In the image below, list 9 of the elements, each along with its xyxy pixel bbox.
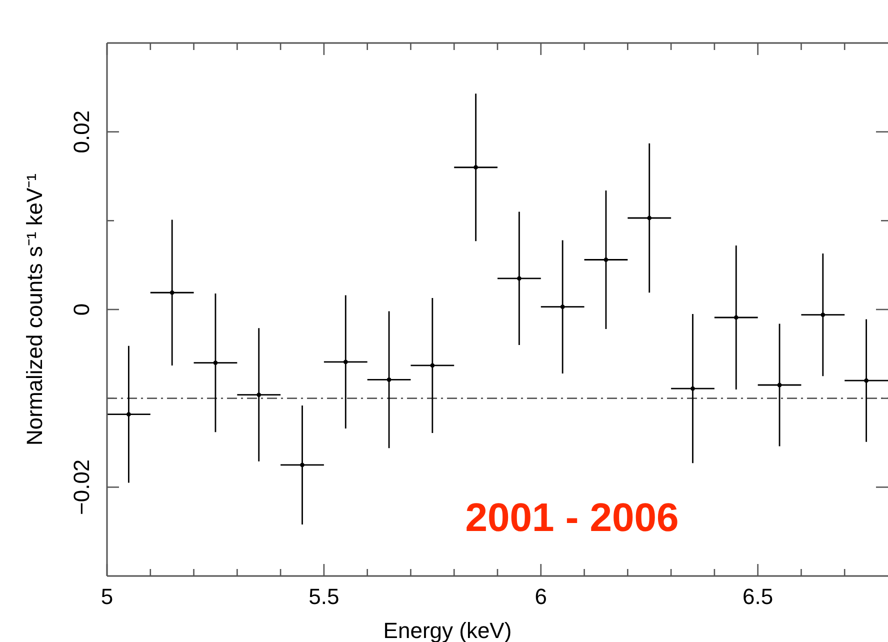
annotation: 2001 - 2006 (465, 496, 679, 540)
x-tick-label: 5.5 (308, 584, 340, 609)
x-tick-label: 6 (534, 584, 548, 609)
x-tick-label: 6.5 (742, 584, 774, 609)
y-tick-label: 0 (69, 303, 94, 316)
x-tick-label: 5 (100, 584, 114, 609)
y-axis-title: Normalized counts s⁻¹ keV⁻¹ (22, 174, 47, 446)
y-tick-label: −0.02 (69, 459, 94, 516)
y-tick-label: 0.02 (69, 110, 94, 154)
